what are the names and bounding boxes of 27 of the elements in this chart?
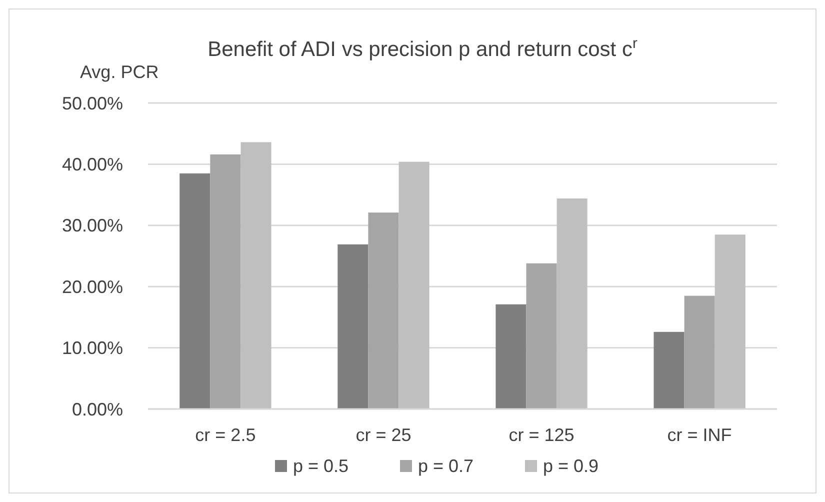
x-tick-label: cr = 125 (508, 425, 574, 445)
x-tick-label: cr = INF (667, 425, 732, 445)
bar (684, 296, 715, 409)
y-tick-label: 20.00% (62, 276, 123, 297)
y-tick-label: 0.00% (72, 399, 123, 420)
y-tick-label: 10.00% (62, 338, 123, 358)
bar (338, 244, 368, 409)
y-tick-label: 40.00% (62, 154, 123, 174)
legend-label: p = 0.7 (418, 456, 474, 476)
bar (210, 154, 241, 409)
bar (556, 198, 588, 409)
x-tick-label: cr = 25 (356, 425, 412, 445)
bar (654, 332, 684, 409)
bar (368, 212, 399, 409)
bar (398, 162, 430, 409)
legend-label: p = 0.5 (293, 456, 349, 476)
y-axis-title: Avg. PCR (80, 62, 159, 82)
y-tick-label: 50.00% (62, 93, 123, 114)
y-tick-label: 30.00% (62, 216, 123, 236)
bar (526, 263, 557, 409)
chart-title: Benefit of ADI vs precision p and return cost c$^{r}$ (208, 36, 638, 61)
bar (496, 304, 526, 409)
bar (180, 173, 210, 409)
bar (714, 234, 746, 409)
bar (240, 142, 272, 409)
x-tick-label: cr = 2.5 (195, 425, 256, 445)
legend-label: p = 0.9 (543, 456, 599, 476)
